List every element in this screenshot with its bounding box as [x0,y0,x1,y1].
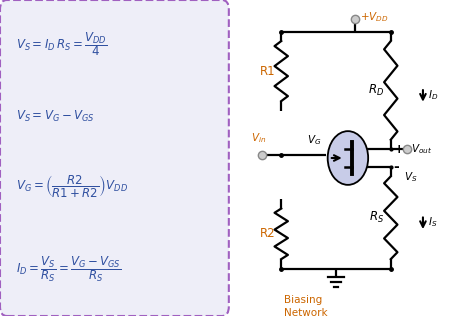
FancyBboxPatch shape [0,0,229,316]
Text: $R_S$: $R_S$ [369,210,384,225]
Circle shape [328,131,368,185]
Text: $V_{in}$: $V_{in}$ [251,131,266,145]
Text: $I_D$: $I_D$ [428,88,438,102]
Text: $I_S$: $I_S$ [428,216,437,229]
Text: $V_S = I_D\,R_S = \dfrac{V_{DD}}{4}$: $V_S = I_D\,R_S = \dfrac{V_{DD}}{4}$ [16,30,107,58]
Text: R2: R2 [260,227,276,240]
Text: $+V_{DD}$: $+V_{DD}$ [360,10,389,24]
Text: $I_D = \dfrac{V_S}{R_S} = \dfrac{V_G - V_{GS}}{R_S}$: $I_D = \dfrac{V_S}{R_S} = \dfrac{V_G - V… [16,254,121,283]
Text: -: - [394,160,399,174]
Text: Biasing
Network: Biasing Network [283,295,327,316]
Text: $V_G = \left(\dfrac{R2}{R1+R2}\right)V_{DD}$: $V_G = \left(\dfrac{R2}{R1+R2}\right)V_{… [16,173,128,199]
Text: $V_{out}$: $V_{out}$ [411,142,432,156]
Text: +: + [394,143,404,156]
Text: $R_D$: $R_D$ [368,83,384,98]
Text: $V_S = V_G - V_{GS}$: $V_S = V_G - V_{GS}$ [16,109,95,125]
Text: $V_G$: $V_G$ [307,133,322,147]
Text: R1: R1 [260,64,276,78]
Text: $V_S$: $V_S$ [404,170,417,184]
